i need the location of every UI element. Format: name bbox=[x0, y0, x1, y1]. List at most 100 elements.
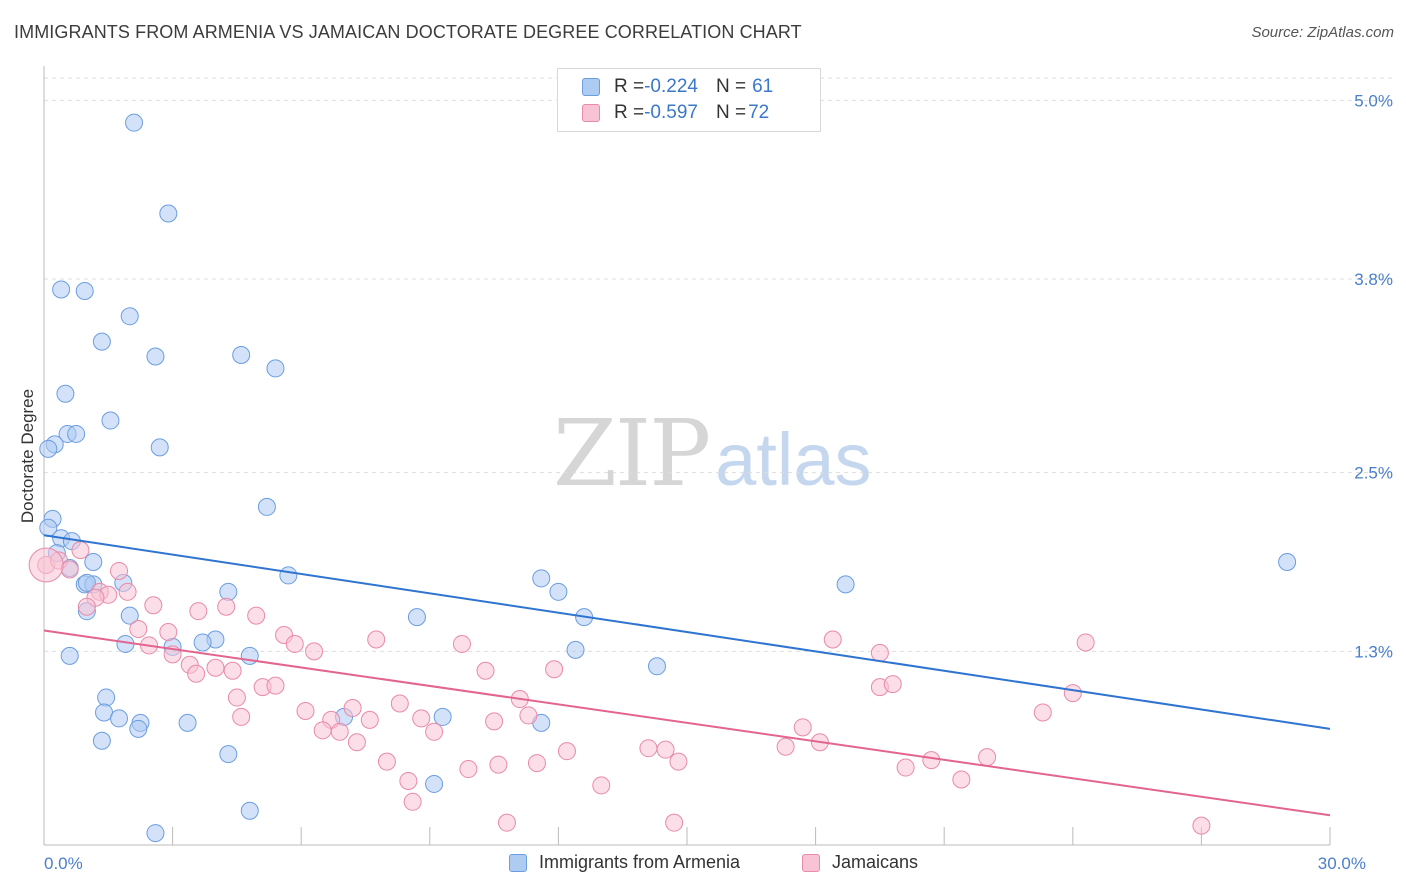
point-armenia bbox=[120, 606, 139, 625]
y-tick-label: 3.8% bbox=[1354, 270, 1393, 289]
point-jamaicans bbox=[922, 751, 941, 770]
point-armenia bbox=[110, 709, 129, 728]
point-jamaicans bbox=[639, 739, 658, 758]
point-jamaicans bbox=[360, 710, 379, 729]
source-label: Source: ZipAtlas.com bbox=[1251, 24, 1394, 41]
trend-lines bbox=[43, 534, 1331, 817]
point-jamaicans bbox=[227, 688, 246, 707]
trend-line-armenia bbox=[43, 534, 1331, 730]
point-armenia bbox=[150, 438, 169, 457]
point-armenia bbox=[39, 439, 58, 458]
point-armenia bbox=[532, 569, 551, 588]
point-jamaicans bbox=[129, 620, 148, 639]
watermark-atlas: atlas bbox=[715, 418, 872, 501]
point-armenia bbox=[146, 824, 165, 843]
point-jamaicans bbox=[425, 722, 444, 741]
point-armenia bbox=[159, 204, 178, 223]
point-jamaicans bbox=[978, 748, 997, 767]
point-jamaicans bbox=[545, 660, 564, 679]
point-jamaicans bbox=[557, 742, 576, 761]
point-jamaicans bbox=[77, 597, 96, 616]
legend-n-label: N = bbox=[715, 76, 747, 97]
point-jamaicans bbox=[71, 541, 90, 560]
point-jamaicans bbox=[823, 630, 842, 649]
point-jamaicans bbox=[189, 602, 208, 621]
point-jamaicans bbox=[656, 740, 675, 759]
point-armenia bbox=[266, 359, 285, 378]
point-armenia bbox=[549, 582, 568, 601]
point-jamaicans bbox=[412, 709, 431, 728]
point-jamaicans bbox=[266, 676, 285, 695]
point-jamaicans bbox=[223, 661, 242, 680]
legend-r-value: -0.224 bbox=[644, 76, 698, 97]
point-jamaicans bbox=[776, 737, 795, 756]
point-armenia bbox=[433, 707, 452, 726]
point-jamaicans bbox=[313, 721, 332, 740]
point-jamaicans bbox=[452, 634, 471, 653]
point-jamaicans bbox=[527, 754, 546, 773]
point-armenia bbox=[92, 332, 111, 351]
point-armenia bbox=[146, 347, 165, 366]
point-jamaicans bbox=[247, 606, 266, 625]
legend-swatch-armenia bbox=[582, 78, 600, 96]
point-jamaicans bbox=[669, 752, 688, 771]
legend-r-value: -0.597 bbox=[644, 102, 698, 123]
point-armenia bbox=[97, 688, 116, 707]
point-armenia bbox=[60, 646, 79, 665]
y-tick-label: 5.0% bbox=[1354, 91, 1393, 110]
data-points bbox=[28, 113, 1297, 843]
point-jamaicans bbox=[403, 792, 422, 811]
legend-n-value: 72 bbox=[748, 102, 770, 123]
legend-item-jamaicans[interactable]: Jamaicans bbox=[802, 852, 918, 873]
tick-labels: 1.3% 2.5% 3.8% 5.0% 0.0% 30.0% bbox=[44, 91, 1393, 873]
point-jamaicans bbox=[285, 634, 304, 653]
point-armenia bbox=[120, 307, 139, 326]
point-jamaicans bbox=[665, 813, 684, 832]
point-jamaicans bbox=[485, 712, 504, 731]
legend-swatch-jamaicans bbox=[582, 104, 600, 122]
watermark-zip: ZIP bbox=[553, 400, 711, 507]
legend-r-label: R = bbox=[614, 102, 645, 123]
point-armenia bbox=[257, 497, 276, 516]
point-jamaicans bbox=[1076, 633, 1095, 652]
point-jamaicans bbox=[206, 658, 225, 677]
point-armenia bbox=[67, 424, 86, 443]
point-armenia bbox=[219, 745, 238, 764]
point-armenia bbox=[240, 801, 259, 820]
point-jamaicans bbox=[497, 813, 516, 832]
legend-swatch-jamaicans bbox=[802, 853, 820, 872]
point-jamaicans bbox=[347, 733, 366, 752]
trend-line-jamaicans bbox=[43, 629, 1331, 817]
point-jamaicans bbox=[367, 630, 386, 649]
point-armenia bbox=[647, 657, 666, 676]
legend-n-label: N = bbox=[715, 102, 747, 123]
point-jamaicans bbox=[144, 596, 163, 615]
point-jamaicans bbox=[159, 623, 178, 642]
point-jamaicans bbox=[476, 661, 495, 680]
point-jamaicans bbox=[390, 694, 409, 713]
legend-r-label: R = bbox=[614, 76, 645, 97]
x-tick-label: 30.0% bbox=[1318, 854, 1366, 873]
watermark: ZIPatlas bbox=[553, 400, 871, 507]
legend-item-armenia[interactable]: Immigrants from Armenia bbox=[509, 852, 740, 873]
point-armenia bbox=[232, 346, 251, 365]
point-armenia bbox=[84, 553, 103, 572]
legend-label-jamaicans: Jamaicans bbox=[832, 852, 919, 872]
y-tick-label: 2.5% bbox=[1354, 464, 1393, 483]
legend-label-armenia: Immigrants from Armenia bbox=[539, 852, 741, 872]
point-jamaicans bbox=[1063, 684, 1082, 703]
point-armenia bbox=[52, 280, 71, 299]
legend-row-armenia: R = -0.224 N = 61 bbox=[582, 74, 773, 100]
point-armenia bbox=[101, 411, 120, 430]
point-jamaicans bbox=[952, 770, 971, 789]
point-armenia bbox=[77, 573, 96, 592]
point-armenia bbox=[125, 113, 144, 132]
point-armenia bbox=[75, 281, 94, 300]
point-armenia bbox=[92, 731, 111, 750]
point-jamaicans bbox=[489, 755, 508, 774]
point-jamaicans-cluster bbox=[28, 547, 64, 583]
x-tick-label: 0.0% bbox=[44, 854, 83, 873]
point-jamaicans bbox=[343, 698, 362, 717]
point-jamaicans bbox=[60, 560, 79, 579]
